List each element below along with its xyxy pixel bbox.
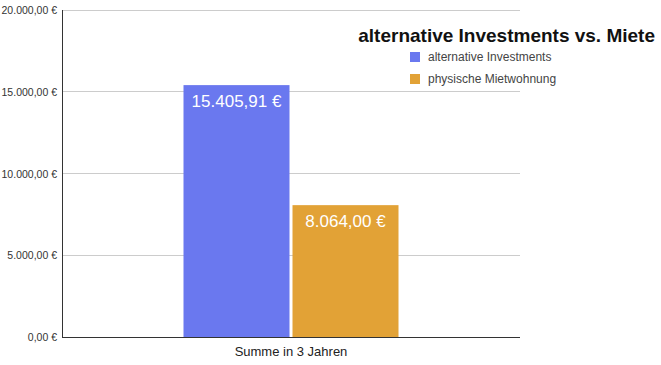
y-tick-label: 20.000,00 € — [2, 4, 58, 16]
y-tick-label: 5.000,00 € — [7, 249, 57, 261]
grid-line — [62, 255, 520, 256]
y-tick-label: 15.000,00 € — [2, 86, 58, 98]
data-label: 15.405,91 € — [192, 92, 282, 111]
x-tick-label: Summe in 3 Jahren — [235, 344, 348, 359]
chart-container: 0,00 € 5.000,00 € 10.000,00 € 15.000,00 € 20… — [0, 0, 661, 365]
data-labels: 15.405,91 € 8.064,00 € — [192, 92, 387, 231]
bars — [184, 85, 399, 337]
legend-label: physische Mietwohnung — [428, 72, 556, 86]
legend-swatch — [410, 74, 420, 84]
y-tick-label: 0,00 € — [28, 331, 57, 343]
y-axis-line — [62, 10, 63, 337]
legend-label: alternative Investments — [428, 50, 551, 64]
chart-svg: 0,00 € 5.000,00 € 10.000,00 € 15.000,00 € 20… — [0, 0, 661, 365]
grid-line — [62, 91, 520, 92]
bar — [184, 85, 290, 337]
grid-line — [62, 173, 520, 174]
grid-line — [62, 10, 520, 11]
data-label: 8.064,00 € — [305, 212, 386, 231]
chart-title: alternative Investments vs. Miete — [358, 25, 655, 46]
legend: alternative Investments physische Mietwoh… — [410, 50, 556, 86]
y-tick-label: 10.000,00 € — [2, 168, 58, 180]
bar — [293, 205, 399, 337]
grid-line — [62, 337, 520, 338]
legend-swatch — [410, 52, 420, 62]
